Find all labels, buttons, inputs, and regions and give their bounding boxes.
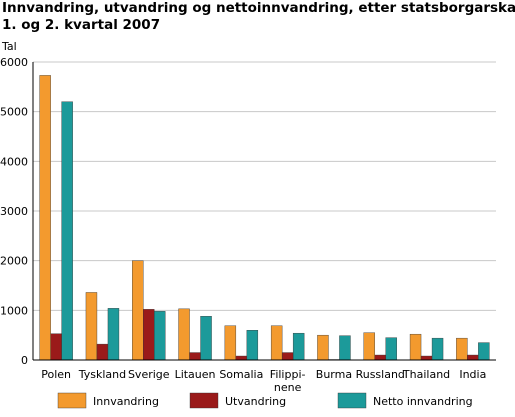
y-axis-label: Tal bbox=[1, 40, 17, 53]
chart-title-line-2: 1. og 2. kvartal 2007 bbox=[2, 17, 161, 33]
legend-label: Utvandring bbox=[225, 395, 286, 408]
legend-label: Netto innvandring bbox=[373, 395, 473, 408]
bar-innvandring bbox=[409, 333, 422, 361]
bar-utvandring bbox=[467, 354, 479, 361]
x-tick-label: Burma bbox=[316, 368, 352, 381]
y-tick-label: 4000 bbox=[0, 155, 28, 168]
x-tick-label: India bbox=[459, 368, 486, 381]
bar-netto-innvandring bbox=[478, 342, 490, 361]
bar-netto-innvandring bbox=[339, 335, 351, 361]
bar-utvandring bbox=[143, 309, 155, 361]
x-tick-label: Litauen bbox=[175, 368, 216, 381]
y-tick-label: 3000 bbox=[0, 205, 28, 218]
bar-innvandring bbox=[317, 334, 329, 361]
x-tick-label: Somalia bbox=[219, 368, 263, 381]
x-tick-label: Polen bbox=[41, 368, 71, 381]
chart-title: Innvandring, utvandring og nettoinnvandr… bbox=[2, 0, 515, 34]
bar-netto-innvandring bbox=[107, 308, 120, 361]
x-tick-label: Filippi-nene bbox=[270, 368, 306, 394]
bar-netto-innvandring bbox=[246, 330, 259, 361]
legend-swatch bbox=[189, 392, 219, 409]
bar-innvandring bbox=[224, 325, 237, 361]
bar-netto-innvandring bbox=[292, 332, 305, 361]
bar-utvandring bbox=[420, 355, 433, 361]
bar-innvandring bbox=[39, 75, 51, 361]
bar-utvandring bbox=[96, 343, 109, 361]
bar-netto-innvandring bbox=[200, 316, 212, 361]
x-tick-label: Thailand bbox=[402, 368, 450, 381]
bar-utvandring bbox=[235, 355, 248, 361]
x-tick-label: Sverige bbox=[128, 368, 170, 381]
bar-utvandring bbox=[374, 354, 386, 361]
bar-innvandring bbox=[132, 260, 144, 361]
y-tick-label: 1000 bbox=[0, 304, 28, 317]
bar-innvandring bbox=[363, 332, 375, 361]
bar-netto-innvandring bbox=[154, 311, 166, 361]
bar-netto-innvandring bbox=[385, 337, 397, 361]
chart-title-line-1: Innvandring, utvandring og nettoinnvandr… bbox=[2, 0, 515, 16]
bar-innvandring bbox=[85, 292, 98, 361]
bar-innvandring bbox=[270, 325, 283, 361]
y-tick-label: 6000 bbox=[0, 56, 28, 69]
bar-utvandring bbox=[50, 333, 62, 361]
legend-swatch bbox=[57, 392, 87, 409]
y-tick-label: 2000 bbox=[0, 255, 28, 268]
bar-innvandring bbox=[178, 308, 190, 361]
bar-innvandring bbox=[456, 337, 468, 361]
y-tick-label: 0 bbox=[21, 354, 28, 367]
y-tick-label: 5000 bbox=[0, 106, 28, 119]
legend-swatch bbox=[337, 392, 367, 409]
x-tick-label: Russland bbox=[356, 368, 405, 381]
bar-utvandring bbox=[281, 352, 294, 361]
bar-utvandring bbox=[189, 352, 201, 361]
legend-label: Innvandring bbox=[93, 395, 159, 408]
x-tick-label: Tyskland bbox=[78, 368, 126, 381]
bar-netto-innvandring bbox=[61, 101, 73, 361]
bar-netto-innvandring bbox=[431, 337, 444, 361]
